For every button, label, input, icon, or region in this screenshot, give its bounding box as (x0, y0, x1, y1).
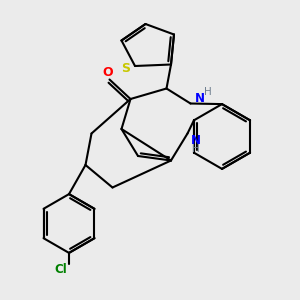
Text: O: O (103, 66, 113, 80)
Text: H: H (204, 87, 212, 97)
Text: S: S (122, 62, 130, 76)
Text: N: N (194, 92, 205, 105)
Text: H: H (192, 143, 200, 154)
Text: Cl: Cl (54, 263, 67, 276)
Text: N: N (191, 134, 201, 147)
